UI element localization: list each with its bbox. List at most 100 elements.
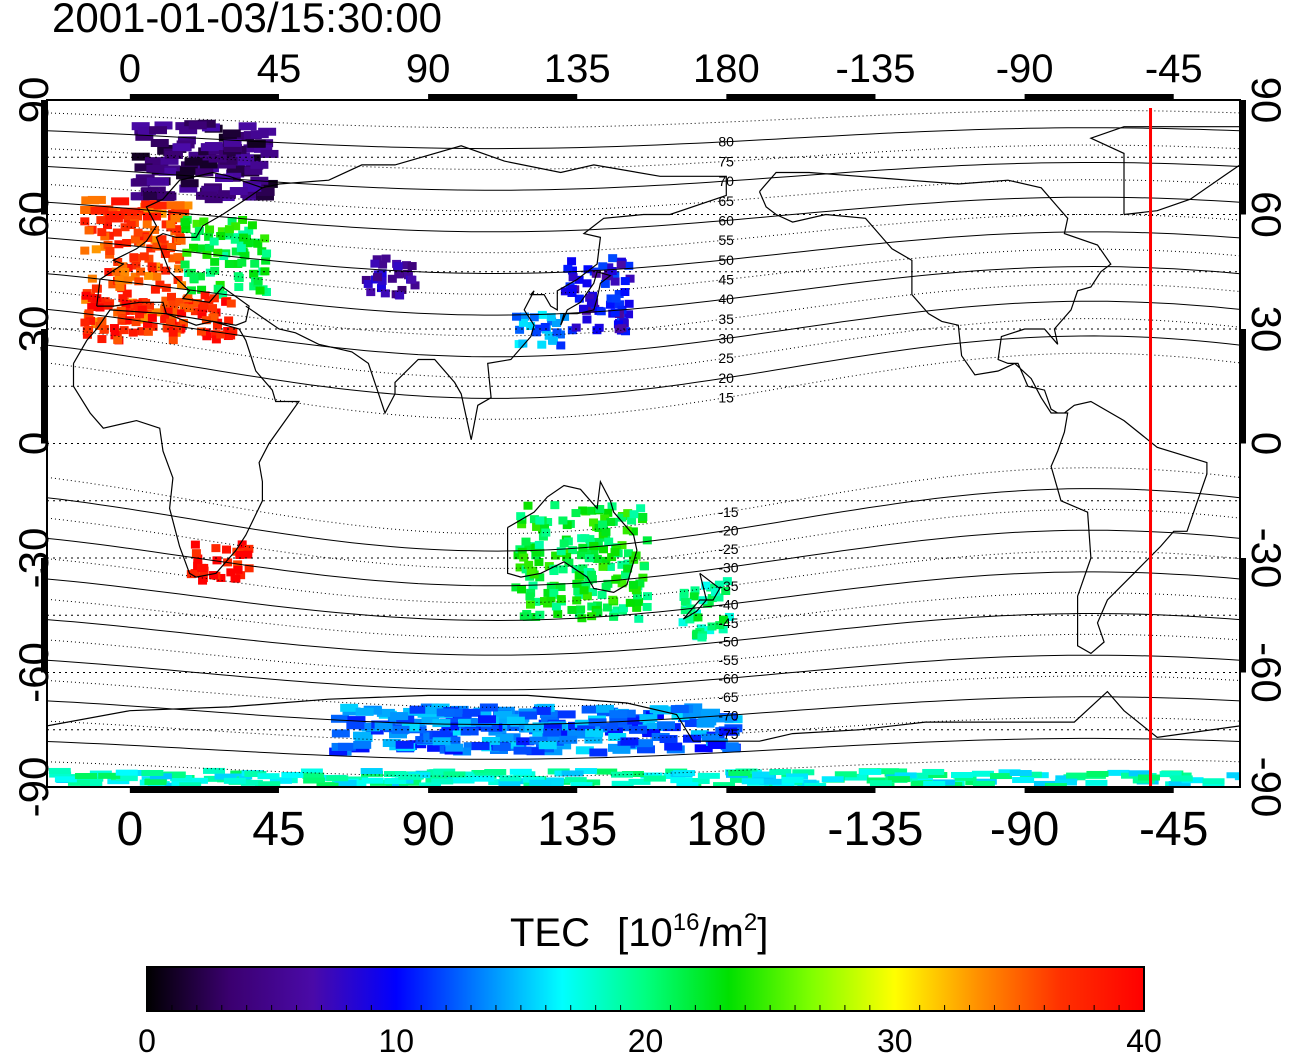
tec-cell xyxy=(1226,772,1240,779)
tec-cell xyxy=(542,733,561,742)
tec-cell xyxy=(182,248,192,257)
tec-cell xyxy=(0,497,1,505)
colorbar-tick-labels: 0 10 20 30 40 xyxy=(138,1023,1162,1057)
tec-cell xyxy=(0,605,6,613)
tec-cell xyxy=(112,228,122,237)
tec-cell xyxy=(589,550,599,559)
tec-cell xyxy=(192,219,202,228)
tec-cell xyxy=(209,237,219,246)
tec-cell xyxy=(610,308,620,317)
tec-cell xyxy=(684,719,703,728)
tec-cell xyxy=(86,316,96,325)
tec-cell xyxy=(576,605,586,614)
coastline xyxy=(96,171,264,326)
tec-cell xyxy=(406,718,425,727)
coastline xyxy=(682,599,708,620)
tec-cell xyxy=(714,593,724,602)
tec-cell xyxy=(260,149,279,158)
tec-cell xyxy=(260,234,270,243)
tec-cell xyxy=(0,447,6,455)
tec-cell xyxy=(134,163,153,172)
maglat-contour xyxy=(47,179,1240,212)
tec-cell xyxy=(998,769,1021,776)
tec-cell xyxy=(525,572,535,581)
top-axis-bar xyxy=(1024,94,1174,100)
tec-cell xyxy=(567,288,577,297)
tec-cell xyxy=(971,770,994,777)
maglat-label: 35 xyxy=(718,311,734,327)
tec-cell xyxy=(585,293,595,302)
tec-cell xyxy=(682,710,701,719)
tec-cell xyxy=(639,714,658,723)
tec-cell xyxy=(87,294,97,303)
tec-cell xyxy=(217,190,236,199)
tec-cell xyxy=(521,565,531,574)
tec-cell xyxy=(635,739,654,748)
tec-cell xyxy=(547,317,557,326)
tec-cell xyxy=(623,509,633,518)
tec-cell xyxy=(75,773,98,780)
coastline xyxy=(758,171,1208,655)
tec-cell xyxy=(925,772,948,779)
tec-cell xyxy=(556,595,566,604)
colorbar-tick-label: 0 xyxy=(138,1023,156,1057)
tec-cell xyxy=(710,588,720,597)
tec-cell xyxy=(131,318,141,327)
tec-cell xyxy=(360,768,383,775)
tec-cell xyxy=(166,201,185,210)
tec-cell xyxy=(253,239,263,248)
tec-cell xyxy=(532,706,551,715)
tec-cell xyxy=(515,325,525,334)
tec-cell xyxy=(593,601,603,610)
tec-cell xyxy=(222,150,241,159)
tec-cell xyxy=(585,535,595,544)
tec-cell xyxy=(462,708,481,717)
tec-cell xyxy=(214,773,237,780)
tec-cell xyxy=(208,154,227,163)
tec-cell xyxy=(337,742,356,751)
tec-cell xyxy=(1168,781,1191,787)
top-longitude-label: -135 xyxy=(835,47,915,91)
tec-cell xyxy=(557,710,576,719)
tec-cell xyxy=(701,733,720,742)
maglat-label: 50 xyxy=(718,252,734,268)
tec-cell xyxy=(150,285,160,294)
right-latitude-label: 0 xyxy=(1243,432,1290,455)
tec-cell xyxy=(894,772,917,779)
tec-cell xyxy=(125,316,135,325)
tec-cell xyxy=(326,775,349,782)
tec-cell xyxy=(143,233,153,242)
tec-cell xyxy=(526,747,545,756)
tec-cell xyxy=(261,256,271,265)
tec-cell xyxy=(95,303,105,312)
tec-cell xyxy=(532,728,551,737)
tec-cell xyxy=(628,527,638,536)
coastline xyxy=(72,309,301,578)
tec-cell xyxy=(692,629,702,638)
tec-cell xyxy=(395,740,414,749)
tec-cell xyxy=(204,243,214,252)
tec-cell xyxy=(189,273,199,282)
tec-cell xyxy=(719,615,729,624)
tec-cell xyxy=(432,730,451,739)
tec-cell xyxy=(171,207,190,216)
tec-cell xyxy=(195,272,205,281)
left-latitude-label: -30 xyxy=(10,528,57,589)
tec-cell xyxy=(180,218,190,227)
maglat-contour xyxy=(47,675,1240,708)
tec-cell xyxy=(689,592,699,601)
tec-cell xyxy=(573,587,583,596)
tec-cell xyxy=(144,301,154,310)
right-latitude-label: -60 xyxy=(1243,642,1290,703)
tec-cell xyxy=(687,777,710,784)
tec-cell xyxy=(159,240,169,249)
tec-cell xyxy=(837,774,860,781)
tec-cell xyxy=(1054,779,1077,786)
tec-cell xyxy=(238,215,248,224)
tec-cell xyxy=(540,322,550,331)
tec-cell xyxy=(620,288,630,297)
tec-cell xyxy=(91,284,101,293)
tec-cell xyxy=(0,427,5,435)
right-latitude-label: -30 xyxy=(1243,528,1290,589)
tec-cell xyxy=(216,232,226,241)
